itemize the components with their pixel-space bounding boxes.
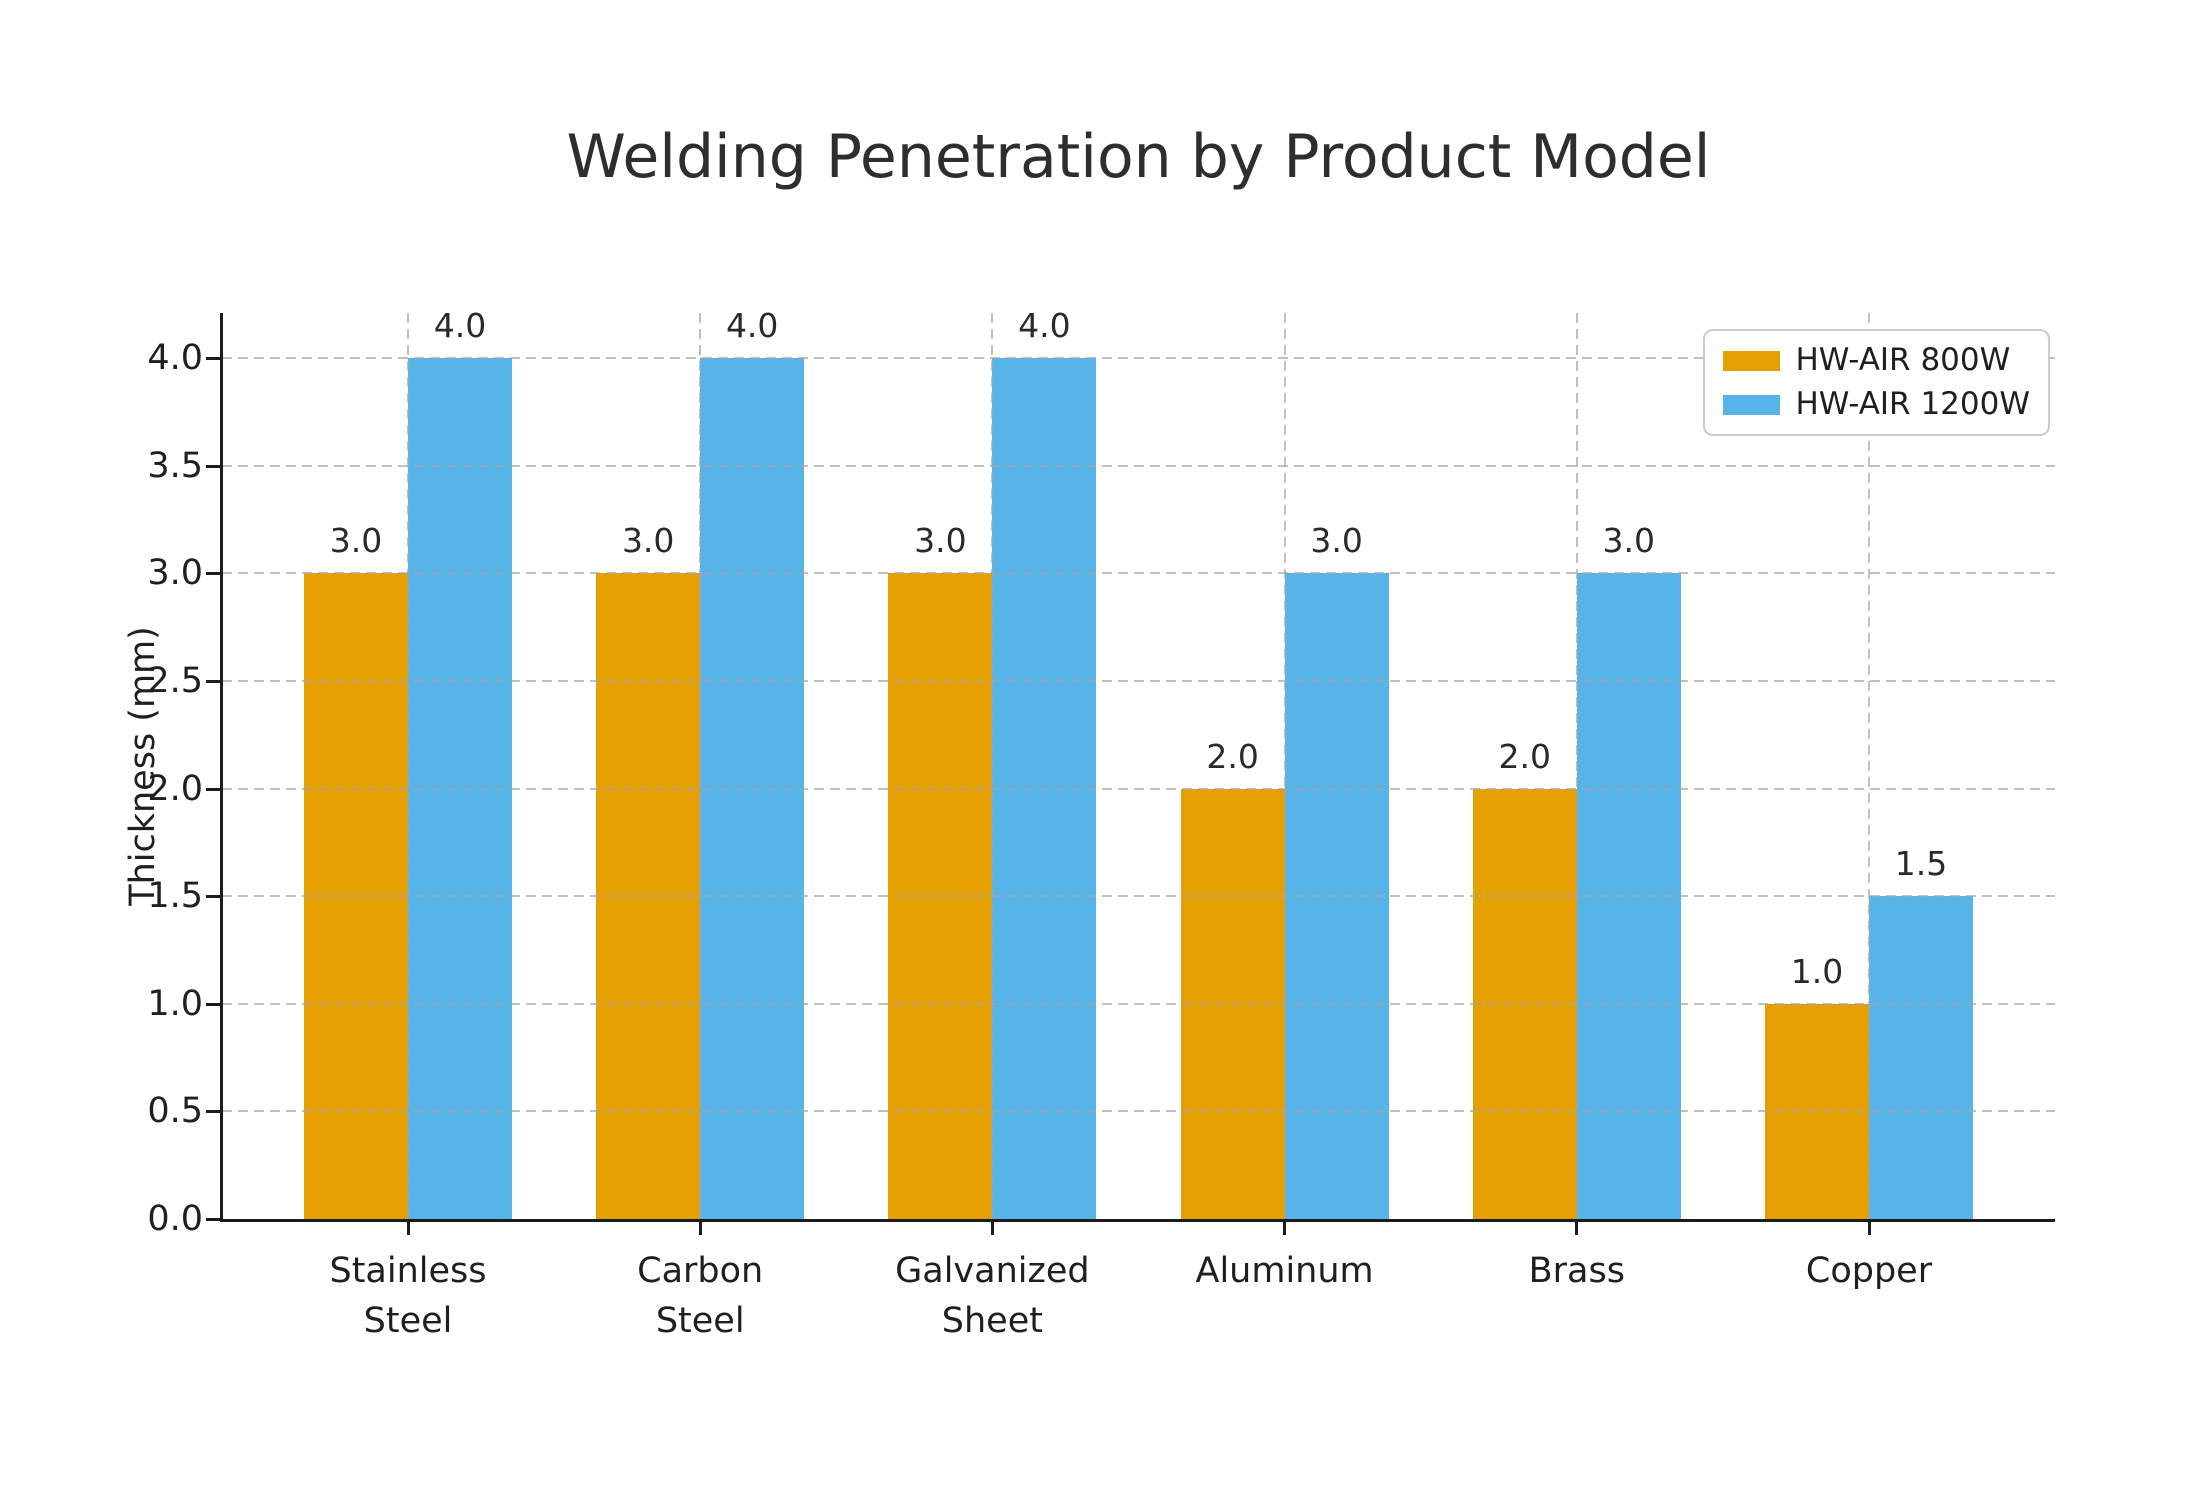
value-label-hw-air-800w-carbon-steel: 3.0 — [621, 521, 675, 561]
x-tick-label-galvanized-sheet: Galvanized Sheet — [895, 1251, 1090, 1341]
legend-label-1200w: HW-AIR 1200W — [1795, 386, 2031, 422]
y-tick-3.5 — [206, 464, 220, 468]
h-gridline-3 — [222, 572, 2055, 575]
value-label-hw-air-800w-aluminum: 2.0 — [1206, 736, 1259, 776]
x-tick-label-brass: Brass — [1528, 1251, 1625, 1291]
x-tick-aluminum — [1283, 1222, 1287, 1235]
legend-label-800w: HW-AIR 800W — [1795, 342, 2011, 378]
h-gridline-1.5 — [222, 895, 2055, 898]
y-axis-spine — [220, 313, 223, 1222]
h-gridline-2.5 — [222, 679, 2055, 682]
v-gridline-stainless-steel — [407, 313, 409, 1219]
h-gridline-1 — [222, 1002, 2055, 1005]
y-tick-4 — [206, 357, 220, 360]
y-tick-0.5 — [206, 1110, 220, 1114]
value-label-hw-air-800w-copper: 1.0 — [1790, 951, 1844, 991]
v-gridline-carbon-steel — [699, 313, 702, 1219]
value-label-hw-air-1200w-copper: 1.5 — [1894, 844, 1948, 884]
value-label-hw-air-1200w-brass: 3.0 — [1602, 521, 1656, 561]
y-tick-label-0.5: 0.5 — [147, 1091, 203, 1132]
x-axis-spine — [220, 1219, 2055, 1222]
y-tick-0 — [206, 1218, 220, 1221]
y-tick-2.5 — [206, 679, 220, 683]
y-tick-label-1.5: 1.5 — [147, 876, 203, 917]
bar-hw-air-1200w-copper — [1869, 896, 1973, 1219]
legend: HW-AIR 800W HW-AIR 1200W — [1702, 329, 2050, 436]
y-tick-1 — [206, 1002, 220, 1006]
legend-swatch-800w — [1722, 350, 1780, 371]
x-tick-copper — [1867, 1222, 1871, 1235]
x-tick-brass — [1575, 1222, 1579, 1235]
v-gridline-galvanized-sheet — [991, 313, 994, 1219]
y-tick-label-3: 3.0 — [147, 553, 203, 594]
value-label-hw-air-800w-galvanized-sheet: 3.0 — [914, 521, 967, 561]
y-tick-label-2: 2.0 — [147, 768, 203, 809]
x-tick-carbon-steel — [698, 1222, 702, 1235]
v-gridline-copper — [1868, 313, 1870, 1219]
y-tick-label-2.5: 2.5 — [147, 660, 203, 701]
x-tick-galvanized-sheet — [990, 1222, 994, 1235]
value-label-hw-air-1200w-carbon-steel: 4.0 — [725, 306, 779, 345]
x-tick-label-carbon-steel: Carbon Steel — [637, 1251, 764, 1341]
h-gridline-2 — [222, 787, 2055, 790]
y-tick-label-0: 0.0 — [147, 1199, 203, 1239]
y-tick-label-1: 1.0 — [147, 983, 203, 1024]
y-tick-1.5 — [206, 895, 220, 899]
legend-swatch-1200w — [1722, 394, 1780, 415]
v-gridline-aluminum — [1283, 313, 1286, 1219]
x-tick-stainless-steel — [406, 1222, 410, 1235]
legend-item-1200w: HW-AIR 1200W — [1722, 386, 2031, 422]
x-tick-label-aluminum: Aluminum — [1195, 1251, 1374, 1291]
h-gridline-0.5 — [222, 1110, 2055, 1113]
value-label-hw-air-1200w-stainless-steel: 4.0 — [433, 306, 487, 345]
h-gridline-3.5 — [222, 464, 2055, 467]
h-gridline-4 — [222, 357, 2055, 359]
x-tick-label-copper: Copper — [1805, 1251, 1933, 1291]
y-tick-label-3.5: 3.5 — [147, 445, 203, 486]
value-label-hw-air-800w-brass: 2.0 — [1498, 736, 1552, 776]
legend-item-800w: HW-AIR 800W — [1722, 342, 2031, 378]
y-tick-2 — [206, 787, 220, 791]
value-label-hw-air-800w-stainless-steel: 3.0 — [329, 521, 383, 561]
y-tick-3 — [206, 572, 220, 576]
v-gridline-brass — [1575, 313, 1578, 1219]
x-tick-label-stainless-steel: Stainless Steel — [329, 1251, 487, 1341]
value-label-hw-air-1200w-aluminum: 3.0 — [1310, 521, 1363, 561]
chart-title: Welding Penetration by Product Model — [566, 122, 1711, 192]
y-tick-label-4: 4.0 — [147, 338, 203, 378]
value-label-hw-air-1200w-galvanized-sheet: 4.0 — [1018, 306, 1071, 345]
